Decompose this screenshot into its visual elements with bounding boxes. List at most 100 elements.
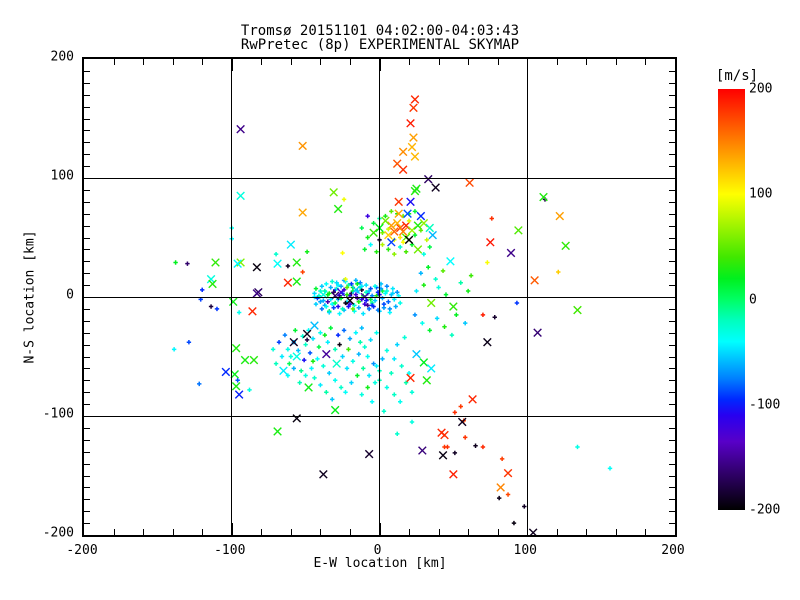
echo-marker-x — [406, 118, 415, 128]
echo-marker-x — [425, 223, 435, 233]
echo-marker-x — [283, 278, 293, 288]
echo-marker-plus — [514, 300, 520, 306]
echo-marker-plus — [364, 290, 369, 295]
echo-marker-x — [412, 349, 421, 359]
echo-marker-plus — [449, 332, 455, 338]
echo-marker-plus — [285, 373, 291, 378]
x-tick-top — [527, 59, 529, 71]
echo-marker-plus — [427, 328, 432, 333]
echo-marker-plus — [381, 409, 387, 414]
echo-marker-x — [221, 367, 231, 377]
y-tick-right — [669, 166, 675, 168]
echo-marker-plus — [296, 348, 301, 353]
echo-marker-plus — [364, 282, 369, 288]
echo-marker-plus — [353, 330, 359, 335]
echo-marker-x — [319, 470, 328, 479]
x-tick-bottom — [497, 529, 499, 535]
echo-marker-plus — [287, 361, 292, 366]
echo-marker-plus — [321, 298, 326, 303]
y-tick-left — [84, 368, 90, 370]
echo-marker-plus — [324, 304, 329, 309]
colorbar-gradient — [718, 89, 745, 510]
echo-marker-x — [394, 197, 404, 207]
echo-marker-plus — [372, 298, 378, 303]
echo-marker-plus — [355, 373, 360, 378]
echo-marker-plus — [247, 387, 252, 393]
echo-marker-x — [286, 240, 296, 249]
echo-marker-plus — [395, 290, 400, 295]
x-tick-bottom — [645, 529, 647, 535]
echo-marker-plus — [338, 385, 344, 390]
echo-marker-plus — [473, 443, 478, 448]
echo-marker-plus — [390, 286, 395, 291]
echo-marker-plus — [350, 359, 356, 364]
echo-marker-x — [446, 257, 455, 266]
echo-marker-plus — [318, 330, 323, 335]
echo-marker-x — [449, 470, 458, 479]
x-tick-top — [409, 59, 411, 65]
y-tick-label-200: 200 — [50, 49, 74, 65]
colorbar-label-0: 0 — [749, 292, 757, 307]
x-tick-label--200: -200 — [66, 543, 98, 558]
y-tick-right — [669, 106, 675, 108]
echo-marker-plus — [291, 366, 297, 371]
y-tick-right — [669, 82, 675, 84]
y-tick-right — [669, 344, 675, 346]
echo-marker-plus — [353, 292, 359, 297]
echo-marker-plus — [374, 249, 379, 254]
y-tick-left — [84, 392, 90, 394]
y-tick-left — [84, 142, 90, 144]
echo-marker-plus — [426, 265, 431, 270]
echo-marker-x — [336, 287, 346, 297]
y-tick-right — [663, 416, 675, 417]
echo-marker-plus — [304, 337, 310, 343]
x-tick-top — [645, 59, 647, 65]
x-tick-top — [290, 59, 292, 65]
echo-marker-plus — [372, 380, 378, 385]
echo-marker-plus — [365, 213, 370, 219]
y-tick-right — [669, 308, 675, 310]
echo-marker-plus — [330, 397, 335, 402]
x-tick-top — [172, 59, 174, 65]
y-tick-left — [84, 178, 96, 179]
echo-marker-plus — [335, 304, 341, 309]
echo-marker-x — [228, 297, 238, 307]
echo-marker-x — [440, 430, 449, 440]
x-tick-label-0: 0 — [373, 543, 382, 558]
echo-marker-x — [292, 277, 302, 286]
echo-marker-plus — [298, 368, 304, 373]
echo-marker-plus — [392, 356, 397, 362]
echo-marker-plus — [397, 399, 403, 404]
echo-marker-plus — [321, 363, 326, 369]
echo-marker-plus — [420, 320, 425, 326]
echo-marker-x — [310, 321, 319, 330]
echo-marker-plus — [421, 251, 427, 257]
echo-marker-plus — [318, 382, 323, 388]
x-tick-bottom — [438, 529, 440, 535]
echo-marker-plus — [352, 309, 357, 314]
echo-marker-plus — [303, 373, 308, 378]
echo-marker-x — [410, 186, 420, 196]
colorbar-label-100: 100 — [749, 186, 773, 202]
echo-marker-plus — [332, 378, 338, 383]
x-tick-top — [379, 59, 381, 71]
echo-marker-plus — [418, 228, 424, 233]
echo-marker-plus — [322, 332, 328, 338]
y-tick-left — [84, 297, 96, 298]
echo-marker-plus — [362, 247, 367, 252]
y-tick-label--100: -100 — [42, 406, 74, 422]
echo-marker-plus — [356, 351, 362, 357]
y-tick-left — [84, 344, 90, 346]
x-tick-bottom — [527, 523, 529, 535]
echo-marker-plus — [343, 390, 348, 395]
y-tick-right — [669, 499, 675, 501]
echo-marker-plus — [359, 225, 364, 231]
echo-marker-plus — [418, 271, 424, 276]
x-tick-top — [615, 59, 617, 65]
echo-marker-plus — [313, 301, 319, 307]
echo-marker-x — [431, 183, 440, 192]
echo-marker-x — [304, 383, 313, 392]
x-tick-label--100: -100 — [214, 543, 246, 558]
echo-marker-plus — [392, 297, 397, 302]
echo-marker-plus — [386, 247, 391, 252]
